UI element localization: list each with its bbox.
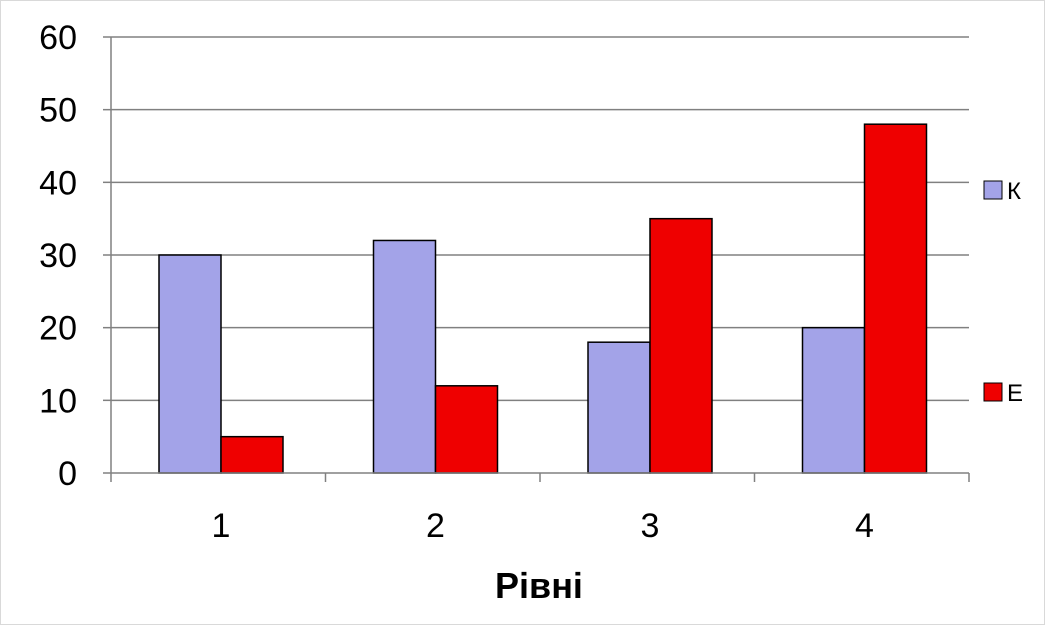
y-tick-label: 60 (39, 19, 77, 57)
bar-series-2-cat-2 (434, 385, 499, 474)
y-tick-label: 40 (39, 164, 77, 202)
legend-label: К (1007, 178, 1021, 205)
x-tick-label: 4 (855, 507, 874, 545)
bar-series-2-cat-3 (649, 217, 713, 474)
legend-swatch (983, 180, 1003, 200)
legend: КЕ (983, 178, 1023, 407)
x-tick-label: 3 (641, 507, 660, 545)
bar-series-1-cat-2 (372, 239, 437, 474)
y-tick-label: 30 (39, 237, 77, 275)
y-tick-label: 20 (39, 310, 77, 348)
bar-series-2-cat-4 (863, 123, 928, 474)
legend-swatch (983, 382, 1003, 402)
tick-labels: 0 10 20 30 40 50 60 1 2 3 4 (39, 19, 874, 545)
y-tick-label: 0 (58, 455, 77, 493)
axes (103, 36, 970, 482)
y-tick-label: 50 (39, 92, 77, 130)
legend-label: Е (1007, 380, 1023, 407)
bar-series-2-cat-1 (220, 435, 284, 474)
x-tick-label: 1 (212, 507, 231, 545)
bars (158, 123, 928, 474)
x-tick-label: 2 (426, 507, 445, 545)
bar-series-1-cat-3 (587, 341, 651, 474)
bar-series-1-cat-4 (801, 326, 866, 474)
x-axis-title: Рівні (495, 565, 583, 606)
y-tick-label: 10 (39, 382, 77, 420)
bar-series-1-cat-1 (158, 254, 222, 474)
